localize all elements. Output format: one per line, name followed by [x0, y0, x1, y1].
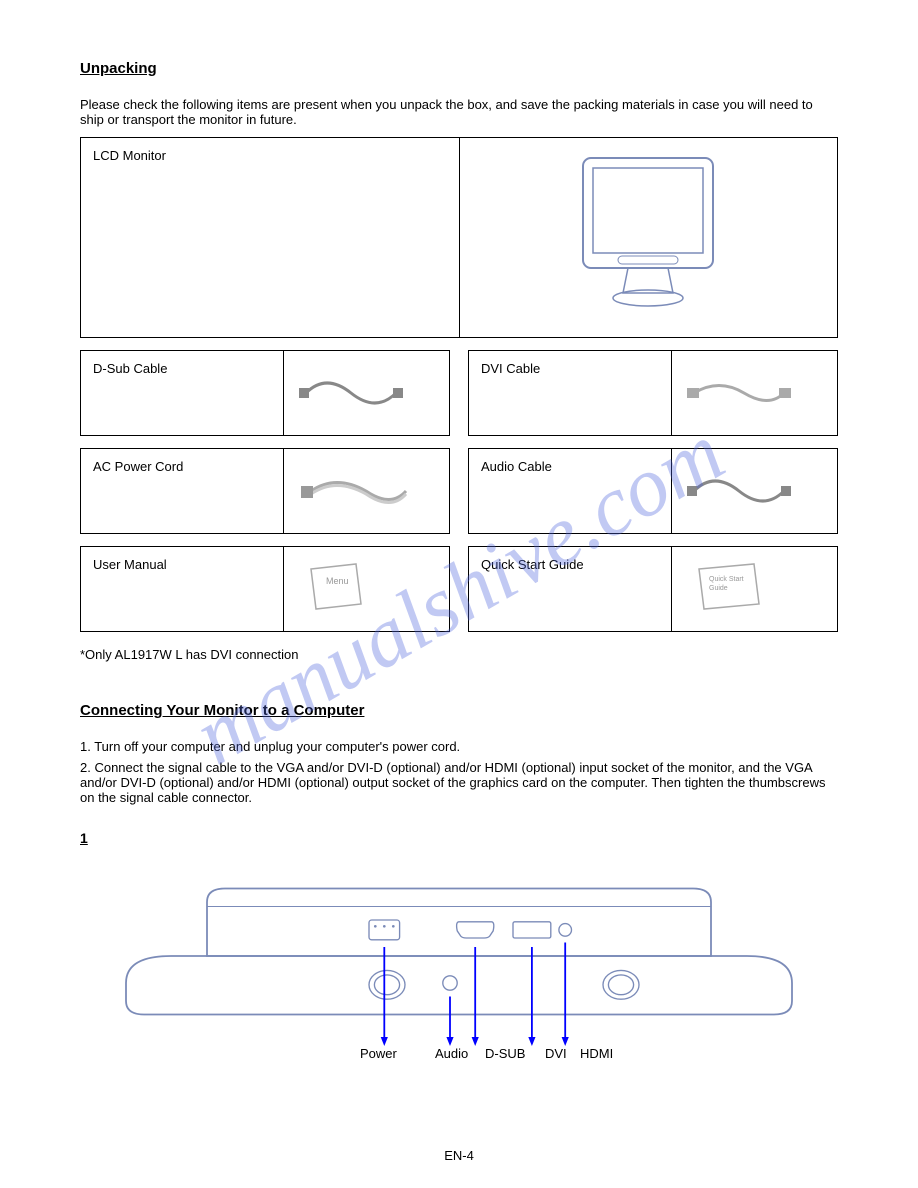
power-cord-label: AC Power Cord: [93, 459, 183, 474]
svg-text:Menu: Menu: [326, 576, 349, 586]
step-number: 1: [80, 830, 838, 846]
quick-start-label: Quick Start Guide: [481, 557, 584, 572]
svg-text:Guide: Guide: [709, 585, 728, 592]
dvi-cable-label: DVI Cable: [481, 361, 540, 376]
item-row-2-right: Audio Cable: [468, 448, 838, 534]
port-dsub-label: D-SUB: [485, 1046, 525, 1061]
monitor-image-cell: [459, 138, 838, 338]
port-hdmi-label: HDMI: [580, 1046, 613, 1061]
quick-start-image: Quick Start Guide: [671, 547, 837, 632]
monitor-back-diagram: [80, 866, 838, 1046]
booklet-icon: Menu: [296, 559, 376, 619]
power-cord-image: [283, 449, 449, 534]
cable-icon: [684, 466, 794, 516]
item-row-1-left: D-Sub Cable: [80, 350, 450, 436]
connecting-heading: Connecting Your Monitor to a Computer: [80, 702, 838, 719]
cable-icon: [684, 368, 794, 418]
item-row-3-left: User Manual Menu: [80, 546, 450, 632]
dvi-cable-image: [671, 351, 837, 436]
connecting-instruction-2: 2. Connect the signal cable to the VGA a…: [80, 760, 838, 805]
monitor-label: LCD Monitor: [93, 148, 166, 163]
port-audio-label: Audio: [435, 1046, 468, 1061]
user-manual-image: Menu: [283, 547, 449, 632]
item-row-3-right: Quick Start Guide Quick Start Guide: [468, 546, 838, 632]
svg-text:Quick Start: Quick Start: [709, 576, 744, 583]
item-row-1-right: DVI Cable: [468, 350, 838, 436]
dsub-cable-image: [283, 351, 449, 436]
port-dvi-label: DVI: [545, 1046, 567, 1061]
port-power-label: Power: [360, 1046, 397, 1061]
unpacking-intro: Please check the following items are pre…: [80, 97, 838, 127]
audio-cable-image: [671, 449, 837, 534]
item-row-2-left: AC Power Cord: [80, 448, 450, 534]
cable-icon: [296, 368, 406, 418]
monitor-icon: [558, 148, 738, 318]
dsub-cable-label: D-Sub Cable: [93, 361, 167, 376]
booklet-icon: Quick Start Guide: [684, 559, 774, 619]
user-manual-label: User Manual: [93, 557, 167, 572]
connecting-instruction-1: 1. Turn off your computer and unplug you…: [80, 739, 838, 754]
package-table: LCD Monitor: [80, 137, 838, 338]
monitor-label-cell: LCD Monitor: [81, 138, 460, 338]
optional-note: *Only AL1917W L has DVI connection: [80, 647, 838, 662]
page-number: EN-4: [0, 1148, 918, 1163]
unpacking-heading: Unpacking: [80, 60, 838, 77]
power-cord-icon: [296, 466, 416, 516]
audio-cable-label: Audio Cable: [481, 459, 552, 474]
